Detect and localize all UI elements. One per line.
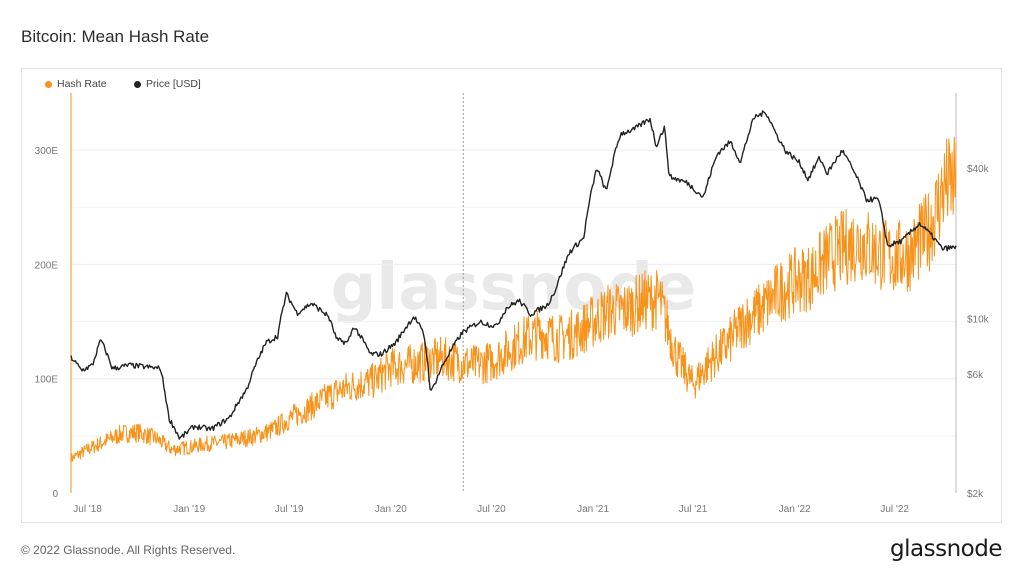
legend-label-hash-rate: Hash Rate <box>57 78 107 90</box>
legend-item-hash-rate[interactable]: Hash Rate <box>45 78 107 90</box>
legend-item-price[interactable]: Price [USD] <box>134 78 201 90</box>
x-tick-label: Jan '21 <box>577 504 609 515</box>
chart-svg: glassnode0100E200E300E$2k$6k$10k$40kJul … <box>35 93 990 515</box>
copyright-footer: © 2022 Glassnode. All Rights Reserved. <box>21 543 236 557</box>
y-right-tick-label: $10k <box>967 314 990 325</box>
x-tick-label: Jan '19 <box>173 504 205 515</box>
x-tick-label: Jan '20 <box>375 504 407 515</box>
price-series-line <box>70 110 957 440</box>
y-left-tick-label: 100E <box>35 375 59 386</box>
price-legend-dot <box>134 80 141 88</box>
y-left-tick-label: 300E <box>35 146 59 157</box>
hash-rate-legend-dot <box>45 80 52 88</box>
glassnode-logo[interactable]: glassnode <box>890 536 1002 562</box>
x-tick-label: Jan '22 <box>779 504 811 515</box>
page-title: Bitcoin: Mean Hash Rate <box>21 27 210 46</box>
y-right-tick-label: $40k <box>967 164 990 175</box>
y-left-tick-label: 0 <box>52 489 58 500</box>
legend-label-price: Price [USD] <box>146 78 201 90</box>
x-tick-label: Jul '18 <box>73 504 102 515</box>
y-left-tick-label: 200E <box>35 260 59 271</box>
x-tick-label: Jul '22 <box>880 504 909 515</box>
x-tick-label: Jul '20 <box>477 504 506 515</box>
chart-panel: glassnode 0 100E 200E 300E $2k $6k $10k $40k Jul … <box>21 68 1002 523</box>
hash-rate-series-line <box>70 136 957 465</box>
x-tick-label: Jul '21 <box>679 504 708 515</box>
y-right-tick-label: $6k <box>967 370 984 381</box>
y-right-tick-label: $2k <box>967 489 984 500</box>
x-tick-label: Jul '19 <box>275 504 304 515</box>
